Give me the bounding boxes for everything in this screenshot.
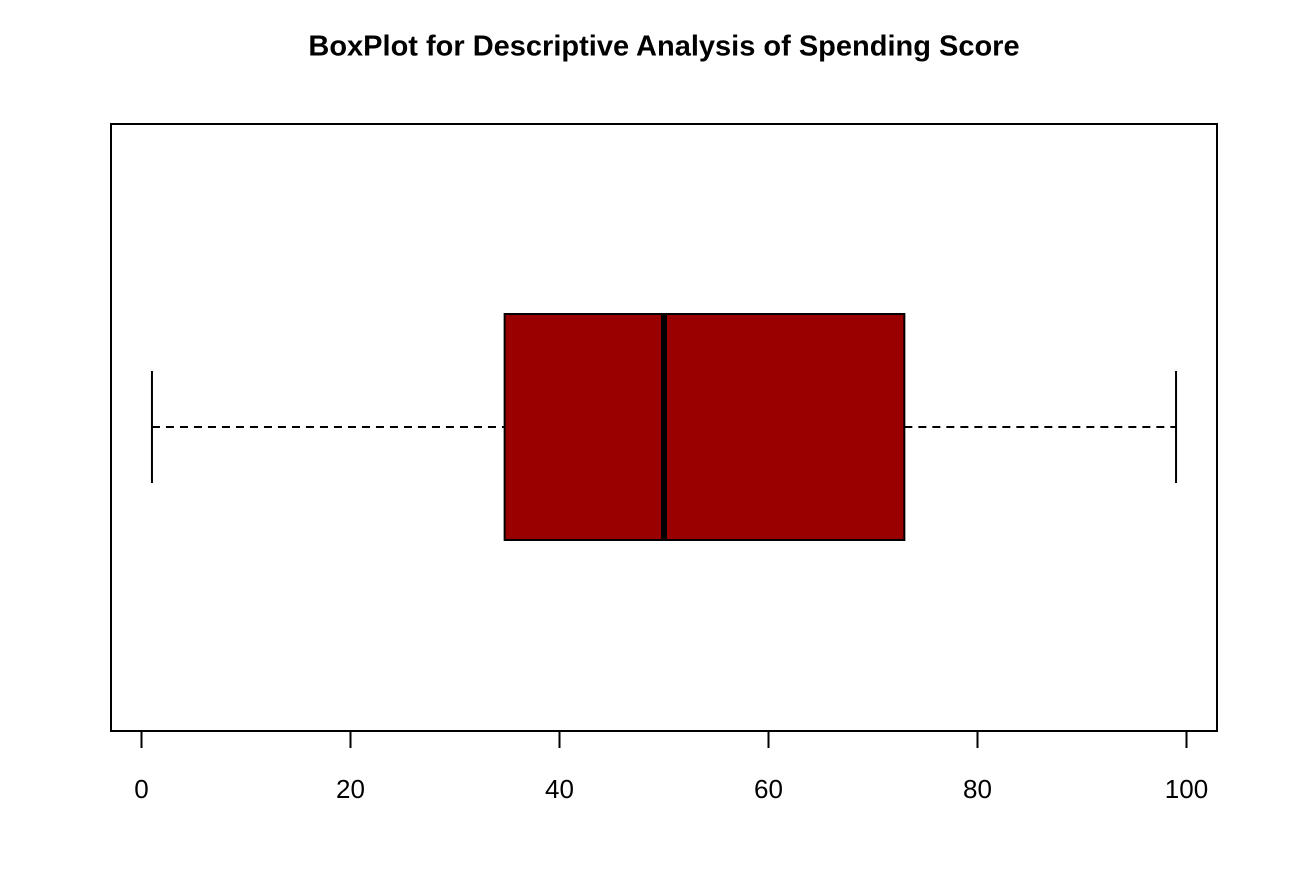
- box: [503, 313, 906, 541]
- x-tick-label: 60: [754, 774, 783, 804]
- x-tick-label: 100: [1165, 774, 1208, 804]
- x-tick-label: 80: [963, 774, 992, 804]
- x-tick-label: 0: [134, 774, 148, 804]
- x-tick-label: 40: [545, 774, 574, 804]
- chart-title: BoxPlot for Descriptive Analysis of Spen…: [308, 31, 1019, 63]
- x-tick-label: 20: [336, 774, 365, 804]
